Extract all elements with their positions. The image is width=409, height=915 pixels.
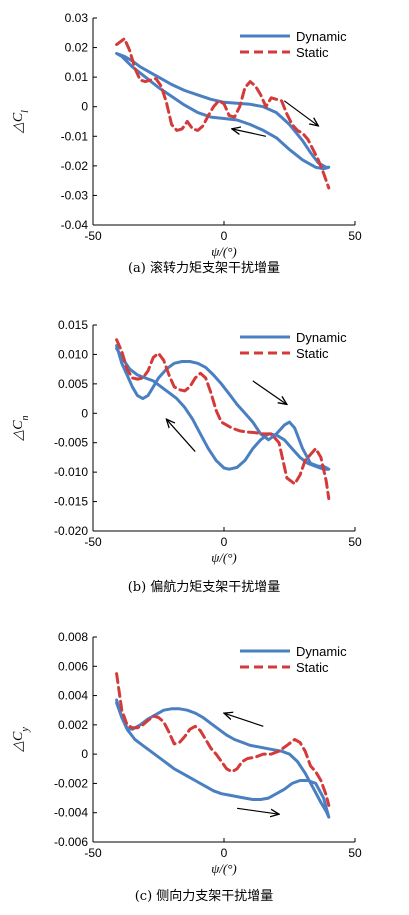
y-tick-label: 0.006 xyxy=(58,659,88,673)
legend-label-dynamic: Dynamic xyxy=(296,330,347,345)
y-tick-label: -0.004 xyxy=(54,806,88,820)
figure-caption: (b) 偏航力矩支架干扰增量 xyxy=(128,579,281,595)
x-tick-label: 50 xyxy=(348,846,362,860)
y-tick-label: 0.02 xyxy=(65,41,89,55)
figure-caption: (a) 滚转力矩支架干扰增量 xyxy=(128,260,280,276)
y-tick-label: 0.01 xyxy=(65,70,89,84)
y-axis-label: △Cy xyxy=(11,727,31,753)
x-tick-label: 0 xyxy=(221,846,228,860)
direction-arrow xyxy=(232,129,267,137)
y-tick-label: -0.03 xyxy=(61,188,89,202)
y-tick-label: -0.01 xyxy=(61,129,89,143)
y-tick-label: -0.002 xyxy=(54,776,88,790)
legend-label-static: Static xyxy=(296,660,329,675)
y-tick-label: -0.015 xyxy=(54,495,88,509)
y-tick-label: -0.006 xyxy=(54,835,88,849)
y-axis-label-subscript: n xyxy=(20,415,31,420)
direction-arrow xyxy=(283,100,318,126)
series-line-static xyxy=(115,672,331,807)
y-tick-label: -0.04 xyxy=(61,218,89,232)
x-tick-label: -50 xyxy=(84,229,102,243)
figure-caption: (c) 侧向力支架干扰增量 xyxy=(135,888,274,904)
y-tick-label: 0.002 xyxy=(58,718,88,732)
y-axis-label-subscript: l xyxy=(20,110,31,113)
y-tick-label: 0.03 xyxy=(65,11,89,25)
x-tick-label: 50 xyxy=(348,535,362,549)
y-tick-label: 0.010 xyxy=(58,347,88,361)
x-axis-label: ψ/(°) xyxy=(211,861,237,876)
x-tick-label: 0 xyxy=(221,535,228,549)
y-tick-label: -0.005 xyxy=(54,436,88,450)
x-tick-label: -50 xyxy=(84,846,102,860)
y-tick-label: -0.02 xyxy=(61,159,89,173)
x-tick-label: 50 xyxy=(348,229,362,243)
series-line-static xyxy=(115,37,331,190)
x-tick-label: 0 xyxy=(221,229,228,243)
direction-arrow xyxy=(224,713,264,727)
legend-label-dynamic: Dynamic xyxy=(296,644,347,659)
y-tick-label: 0.015 xyxy=(58,318,88,332)
y-axis-label-subscript: y xyxy=(20,727,31,733)
legend-label-dynamic: Dynamic xyxy=(296,29,347,44)
direction-arrow xyxy=(166,419,196,452)
legend-label-static: Static xyxy=(296,45,329,60)
y-tick-label: 0.004 xyxy=(58,689,88,703)
series-line-dynamic xyxy=(115,52,331,171)
y-tick-label: -0.020 xyxy=(54,524,88,538)
chart-panel-2: -0.020 -0.015 -0.010 -0.005 0 0.005 0.010 0.015… xyxy=(11,318,362,595)
x-axis-label: ψ/(°) xyxy=(211,550,237,565)
series-line-dynamic xyxy=(115,344,331,471)
y-axis-label: △Cn xyxy=(11,415,31,441)
direction-arrow xyxy=(237,807,279,814)
legend-label-static: Static xyxy=(296,346,329,361)
y-tick-label: 0 xyxy=(81,100,88,114)
x-tick-label: -50 xyxy=(84,535,102,549)
series-line-static xyxy=(115,338,331,501)
x-axis-label: ψ/(°) xyxy=(211,244,237,259)
y-tick-label: -0.010 xyxy=(54,465,88,479)
chart-panel-3: -0.006 -0.004 -0.002 0 0.002 0.004 0.006 0.008 -… xyxy=(11,630,362,904)
chart-panel-1: -0.04 -0.03 -0.02 -0.01 0 0.01 0.02 0.03 -50 0 50 ψ… xyxy=(11,11,362,276)
y-tick-label: 0 xyxy=(81,747,88,761)
direction-arrow xyxy=(252,380,287,405)
y-tick-label: 0 xyxy=(81,406,88,420)
y-axis-label: △Cl xyxy=(11,110,31,134)
series-line-dynamic xyxy=(115,698,331,819)
y-tick-label: 0.005 xyxy=(58,377,88,391)
y-tick-label: 0.008 xyxy=(58,630,88,644)
